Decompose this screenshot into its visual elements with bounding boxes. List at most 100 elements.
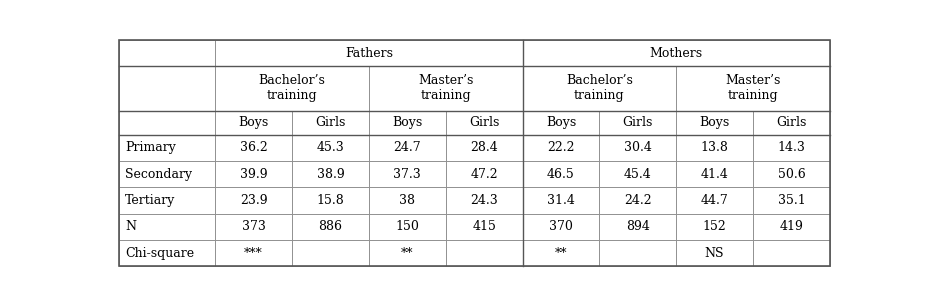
Bar	[292, 214, 369, 240]
Text: Master’s
training: Master’s training	[418, 75, 473, 102]
Bar	[119, 40, 215, 66]
Bar	[119, 111, 215, 135]
Text: 46.5: 46.5	[547, 168, 575, 181]
Bar	[676, 66, 830, 111]
Text: 44.7: 44.7	[701, 194, 729, 207]
Bar	[522, 187, 599, 214]
Text: 24.3: 24.3	[470, 194, 498, 207]
Bar	[292, 187, 369, 214]
Text: 28.4: 28.4	[470, 142, 498, 154]
Bar	[292, 161, 369, 187]
Bar	[292, 240, 369, 266]
Text: 370: 370	[549, 220, 573, 233]
Bar	[215, 187, 292, 214]
Text: 50.6: 50.6	[778, 168, 806, 181]
Bar	[119, 161, 215, 187]
Bar	[119, 187, 215, 214]
Text: 152: 152	[703, 220, 727, 233]
Bar	[292, 111, 369, 135]
Text: N: N	[125, 220, 136, 233]
Text: 24.2: 24.2	[624, 194, 652, 207]
Bar	[369, 214, 445, 240]
Text: Mothers: Mothers	[650, 46, 703, 59]
Bar	[599, 161, 676, 187]
Bar	[445, 111, 522, 135]
Bar	[522, 135, 599, 161]
Text: 15.8: 15.8	[317, 194, 344, 207]
Bar	[445, 135, 522, 161]
Text: Tertiary: Tertiary	[125, 194, 175, 207]
Bar	[215, 240, 292, 266]
Text: Girls: Girls	[622, 116, 653, 129]
Bar	[676, 161, 753, 187]
Text: 23.9: 23.9	[240, 194, 268, 207]
Text: 886: 886	[319, 220, 343, 233]
Bar	[119, 135, 215, 161]
Text: 30.4: 30.4	[624, 142, 652, 154]
Text: 894: 894	[626, 220, 650, 233]
Text: 419: 419	[780, 220, 804, 233]
Text: Girls: Girls	[776, 116, 807, 129]
Bar	[292, 135, 369, 161]
Bar	[215, 66, 369, 111]
Text: 373: 373	[242, 220, 266, 233]
Bar	[215, 214, 292, 240]
Bar	[676, 135, 753, 161]
Bar	[119, 214, 215, 240]
Bar	[215, 40, 522, 66]
Bar	[522, 111, 599, 135]
Bar	[599, 111, 676, 135]
Bar	[676, 111, 753, 135]
Bar	[676, 214, 753, 240]
Text: 38.9: 38.9	[317, 168, 344, 181]
Text: Fathers: Fathers	[344, 46, 393, 59]
Text: 150: 150	[395, 220, 419, 233]
Bar	[369, 111, 445, 135]
Text: Master’s
training: Master’s training	[725, 75, 781, 102]
Bar	[753, 187, 830, 214]
Text: 415: 415	[472, 220, 496, 233]
Bar	[599, 187, 676, 214]
Text: Girls: Girls	[315, 116, 345, 129]
Bar	[599, 135, 676, 161]
Text: Secondary: Secondary	[125, 168, 193, 181]
Text: Girls: Girls	[469, 116, 499, 129]
Bar	[369, 187, 445, 214]
Text: 45.3: 45.3	[317, 142, 344, 154]
Text: Boys: Boys	[239, 116, 269, 129]
Bar	[676, 240, 753, 266]
Text: Bachelor’s
training: Bachelor’s training	[258, 75, 326, 102]
Bar	[753, 135, 830, 161]
Text: Bachelor’s
training: Bachelor’s training	[566, 75, 632, 102]
Bar	[753, 214, 830, 240]
Bar	[753, 240, 830, 266]
Text: **: **	[555, 247, 568, 260]
Bar	[676, 187, 753, 214]
Text: ***: ***	[244, 247, 263, 260]
Text: NS: NS	[705, 247, 724, 260]
Bar	[522, 161, 599, 187]
Bar	[522, 40, 830, 66]
Bar	[369, 135, 445, 161]
Bar	[215, 161, 292, 187]
Text: 38: 38	[399, 194, 415, 207]
Bar	[369, 161, 445, 187]
Text: 35.1: 35.1	[778, 194, 806, 207]
Bar	[119, 240, 215, 266]
Text: 47.2: 47.2	[470, 168, 498, 181]
Bar	[522, 214, 599, 240]
Text: Boys: Boys	[699, 116, 730, 129]
Bar	[215, 111, 292, 135]
Text: 14.3: 14.3	[778, 142, 806, 154]
Text: **: **	[401, 247, 414, 260]
Text: 45.4: 45.4	[624, 168, 652, 181]
Bar	[369, 240, 445, 266]
Text: Boys: Boys	[393, 116, 422, 129]
Bar	[445, 161, 522, 187]
Text: Chi-square: Chi-square	[125, 247, 194, 260]
Text: 13.8: 13.8	[701, 142, 729, 154]
Text: 39.9: 39.9	[240, 168, 268, 181]
Text: 24.7: 24.7	[394, 142, 421, 154]
Bar	[599, 240, 676, 266]
Text: Boys: Boys	[545, 116, 576, 129]
